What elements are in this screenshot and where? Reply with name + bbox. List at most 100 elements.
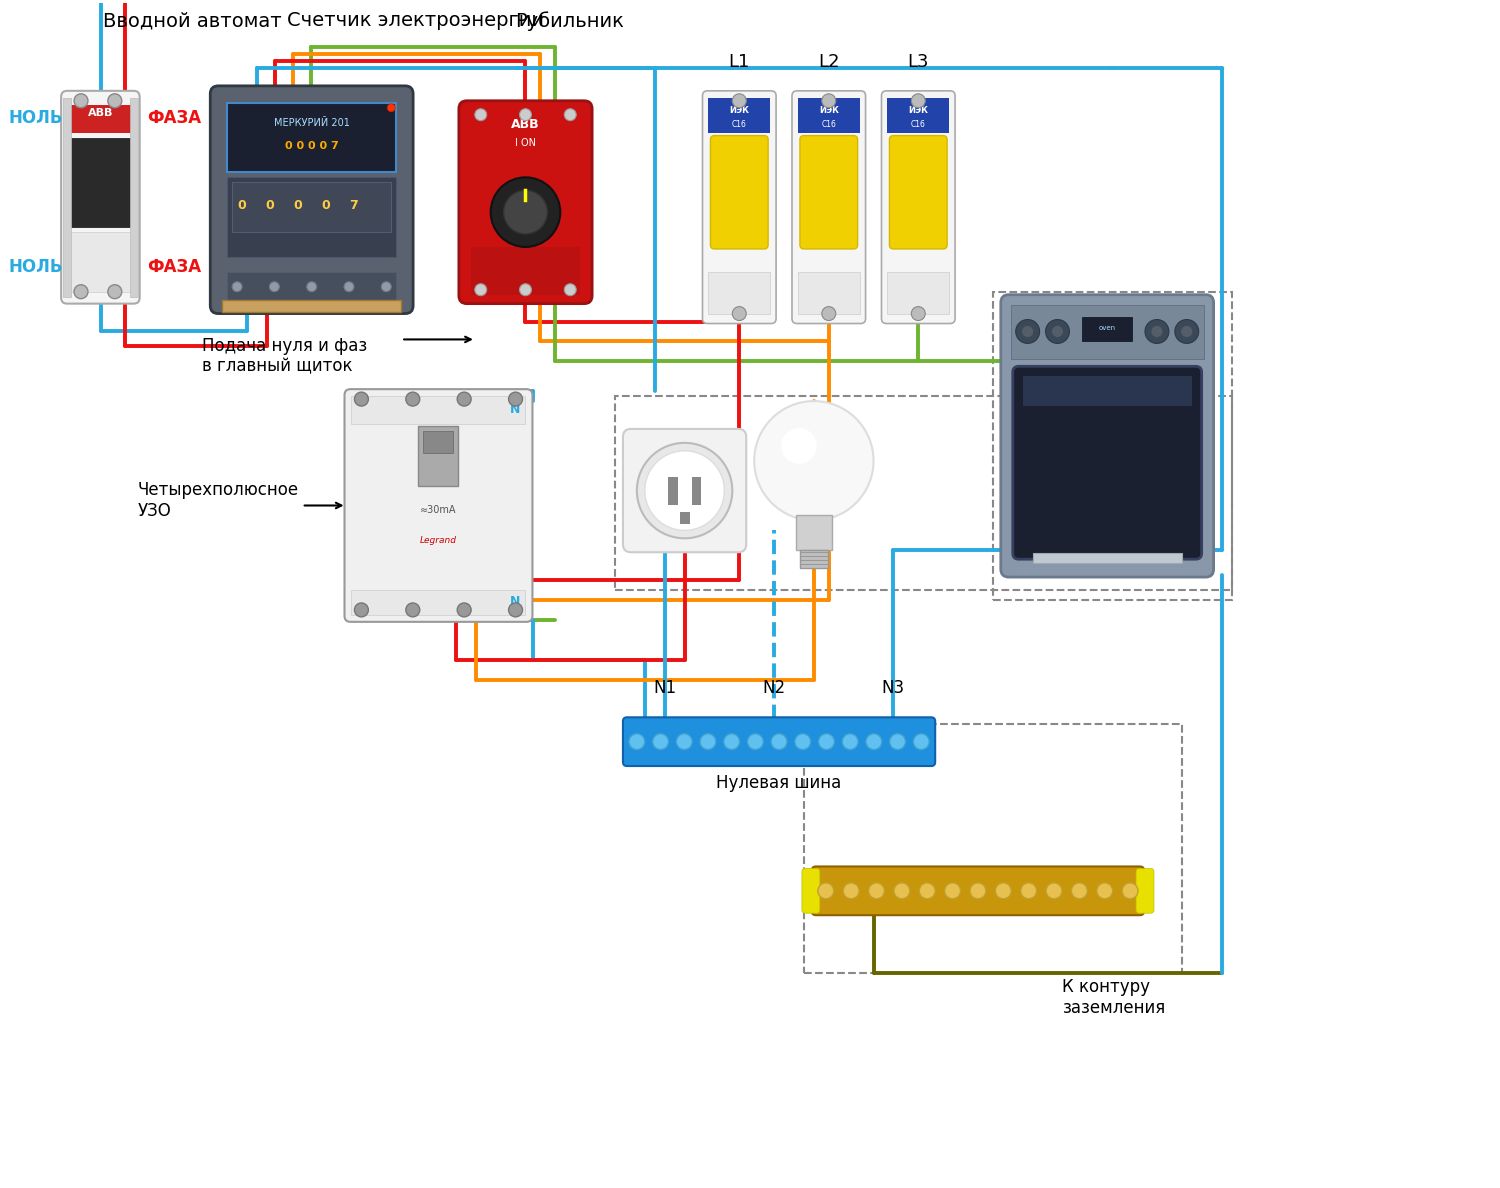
Bar — [692, 476, 702, 505]
FancyBboxPatch shape — [1000, 295, 1214, 577]
Circle shape — [232, 282, 242, 292]
Circle shape — [1016, 320, 1040, 343]
Circle shape — [74, 285, 88, 298]
Text: ФАЗА: ФАЗА — [147, 258, 201, 276]
Circle shape — [306, 282, 316, 292]
Circle shape — [700, 734, 715, 750]
FancyBboxPatch shape — [345, 390, 532, 621]
Circle shape — [564, 284, 576, 296]
Circle shape — [344, 282, 354, 292]
Text: 7: 7 — [350, 198, 358, 211]
Circle shape — [819, 734, 834, 750]
Circle shape — [970, 883, 986, 899]
Circle shape — [1046, 320, 1070, 343]
Bar — [798, 97, 859, 133]
Circle shape — [842, 734, 858, 750]
Text: L2: L2 — [818, 53, 840, 71]
Text: N1: N1 — [652, 680, 676, 697]
Circle shape — [509, 392, 522, 406]
Circle shape — [795, 734, 810, 750]
Bar — [70, 138, 129, 227]
FancyBboxPatch shape — [62, 90, 140, 304]
Bar — [800, 550, 828, 568]
Bar — [226, 177, 396, 257]
Bar — [63, 97, 70, 297]
Circle shape — [458, 604, 471, 617]
Circle shape — [1180, 326, 1192, 337]
Circle shape — [1174, 320, 1198, 343]
Bar — [423, 431, 453, 453]
Bar — [226, 272, 396, 304]
Text: Счетчик электроэнергии: Счетчик электроэнергии — [286, 11, 544, 30]
Circle shape — [74, 94, 88, 108]
Circle shape — [381, 282, 392, 292]
FancyBboxPatch shape — [711, 135, 768, 249]
Bar — [888, 272, 950, 314]
Bar — [796, 516, 832, 550]
Circle shape — [406, 392, 420, 406]
Circle shape — [476, 284, 486, 296]
Text: N: N — [510, 595, 520, 608]
Circle shape — [868, 883, 885, 899]
Circle shape — [1052, 326, 1064, 337]
FancyBboxPatch shape — [882, 90, 956, 323]
Circle shape — [504, 190, 548, 234]
Bar — [804, 725, 1182, 973]
Text: ИЭК: ИЭК — [909, 106, 928, 115]
FancyBboxPatch shape — [622, 429, 746, 552]
Circle shape — [519, 109, 531, 121]
Bar — [351, 590, 525, 615]
Text: L1: L1 — [729, 53, 750, 71]
Circle shape — [1096, 883, 1113, 899]
Circle shape — [818, 883, 834, 899]
Circle shape — [747, 734, 764, 750]
Circle shape — [270, 282, 279, 292]
Circle shape — [509, 604, 522, 617]
Text: ИЭК: ИЭК — [729, 106, 748, 115]
Circle shape — [406, 604, 420, 617]
Bar — [419, 426, 458, 486]
Circle shape — [354, 392, 369, 406]
Bar — [471, 247, 580, 295]
Circle shape — [843, 883, 860, 899]
Bar — [1032, 554, 1182, 563]
Circle shape — [890, 734, 906, 750]
Circle shape — [1071, 883, 1088, 899]
Bar — [888, 97, 950, 133]
Text: N2: N2 — [762, 680, 786, 697]
Circle shape — [458, 392, 471, 406]
Text: 0: 0 — [237, 198, 246, 211]
Circle shape — [912, 307, 926, 321]
FancyBboxPatch shape — [702, 90, 776, 323]
Circle shape — [732, 307, 746, 321]
Circle shape — [628, 734, 645, 750]
FancyBboxPatch shape — [812, 866, 1144, 915]
Circle shape — [894, 883, 910, 899]
Circle shape — [108, 94, 122, 108]
Text: 0 0 0 0 7: 0 0 0 0 7 — [285, 140, 339, 151]
Text: 0: 0 — [294, 198, 302, 211]
FancyBboxPatch shape — [622, 718, 934, 766]
Text: ФАЗА: ФАЗА — [147, 108, 201, 127]
Bar — [226, 103, 396, 172]
Circle shape — [771, 734, 788, 750]
Circle shape — [912, 94, 926, 108]
Circle shape — [645, 450, 724, 530]
Circle shape — [782, 428, 818, 463]
Bar — [1083, 316, 1132, 341]
Circle shape — [676, 734, 692, 750]
Text: Четырехполюсное
УЗО: Четырехполюсное УЗО — [138, 481, 298, 520]
Bar — [680, 512, 690, 524]
Bar — [615, 396, 1232, 590]
Circle shape — [638, 443, 732, 538]
FancyBboxPatch shape — [800, 135, 858, 249]
FancyBboxPatch shape — [802, 868, 820, 914]
FancyBboxPatch shape — [792, 90, 865, 323]
Text: C16: C16 — [822, 120, 836, 129]
Bar — [1023, 377, 1191, 406]
Text: I ON: I ON — [514, 138, 535, 147]
FancyBboxPatch shape — [1013, 366, 1202, 560]
FancyBboxPatch shape — [890, 135, 946, 249]
Bar — [668, 476, 678, 505]
Text: N3: N3 — [882, 680, 904, 697]
